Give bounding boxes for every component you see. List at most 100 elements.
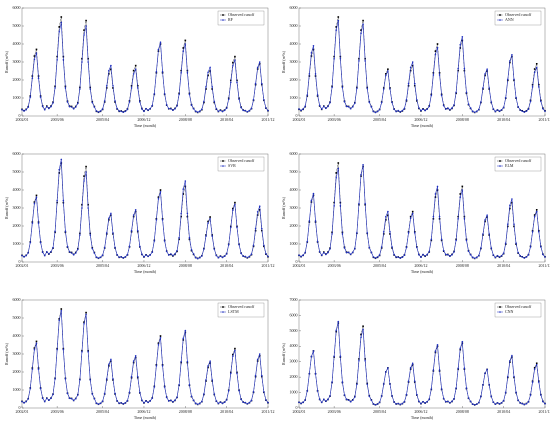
series-line bbox=[21, 310, 269, 405]
point-marker bbox=[341, 381, 344, 383]
point-marker bbox=[260, 82, 263, 85]
series-line bbox=[21, 22, 269, 113]
point-marker bbox=[399, 110, 402, 113]
point-marker bbox=[420, 109, 422, 112]
point-marker bbox=[130, 84, 133, 87]
point-marker bbox=[227, 98, 230, 101]
point-marker bbox=[176, 105, 178, 107]
point-marker bbox=[201, 108, 203, 110]
point-marker bbox=[225, 399, 228, 401]
point-marker bbox=[480, 247, 482, 249]
point-marker bbox=[165, 250, 168, 253]
point-marker bbox=[58, 30, 61, 33]
point-marker bbox=[535, 209, 538, 211]
x-tick-label: 2010/04 bbox=[220, 263, 233, 268]
y-tick-label: 4000 bbox=[13, 333, 21, 338]
point-marker bbox=[364, 359, 366, 362]
point-marker bbox=[35, 52, 38, 54]
point-marker bbox=[430, 238, 433, 241]
point-marker bbox=[527, 254, 530, 256]
point-marker bbox=[469, 107, 472, 109]
point-marker bbox=[256, 66, 259, 69]
point-marker bbox=[70, 397, 73, 400]
point-marker bbox=[475, 403, 478, 405]
point-marker bbox=[41, 397, 44, 400]
point-marker bbox=[182, 193, 185, 195]
point-marker bbox=[341, 86, 344, 89]
point-marker bbox=[60, 16, 63, 18]
point-marker bbox=[60, 158, 63, 161]
point-marker bbox=[496, 109, 499, 111]
point-marker bbox=[407, 232, 410, 234]
point-marker bbox=[337, 162, 340, 164]
point-marker bbox=[465, 91, 468, 94]
y-axis-label: Runoff (m³/s) bbox=[281, 50, 286, 73]
y-tick-label: 5000 bbox=[290, 23, 298, 28]
point-marker bbox=[64, 230, 67, 233]
point-marker bbox=[122, 257, 125, 259]
y-tick-label: 6000 bbox=[290, 312, 298, 317]
point-marker bbox=[434, 50, 437, 52]
point-marker bbox=[105, 378, 108, 380]
point-marker bbox=[108, 69, 110, 72]
point-marker bbox=[186, 360, 189, 363]
point-marker bbox=[475, 110, 478, 113]
point-marker bbox=[329, 395, 331, 397]
point-marker bbox=[496, 401, 499, 404]
point-marker bbox=[83, 34, 85, 36]
point-marker bbox=[29, 387, 32, 390]
y-tick-label: 1000 bbox=[13, 241, 21, 246]
point-marker bbox=[533, 368, 536, 370]
point-marker bbox=[223, 109, 226, 112]
point-marker bbox=[238, 243, 240, 246]
point-marker bbox=[457, 218, 459, 220]
point-marker bbox=[318, 104, 321, 107]
point-marker bbox=[223, 401, 226, 404]
point-marker bbox=[205, 235, 207, 237]
point-marker bbox=[515, 242, 517, 244]
point-marker bbox=[85, 311, 87, 314]
point-marker bbox=[335, 29, 338, 31]
point-marker bbox=[91, 101, 94, 104]
point-marker bbox=[463, 367, 466, 369]
point-marker bbox=[380, 101, 383, 104]
point-marker bbox=[153, 93, 156, 95]
point-marker bbox=[174, 108, 176, 110]
point-marker bbox=[207, 365, 209, 367]
point-marker bbox=[227, 389, 230, 392]
point-marker bbox=[486, 368, 488, 371]
point-marker bbox=[190, 249, 193, 252]
point-marker bbox=[188, 383, 191, 386]
point-marker bbox=[213, 248, 216, 250]
point-marker bbox=[176, 249, 178, 252]
point-marker bbox=[232, 355, 234, 357]
point-marker bbox=[358, 60, 360, 62]
point-marker bbox=[172, 254, 174, 257]
point-marker bbox=[99, 256, 102, 258]
point-marker bbox=[515, 96, 517, 99]
point-marker bbox=[89, 88, 92, 90]
point-marker bbox=[265, 107, 267, 109]
point-marker bbox=[347, 399, 350, 401]
point-marker bbox=[41, 105, 44, 108]
y-tick-label: 0 bbox=[19, 113, 21, 118]
x-tick-label: 2003/06 bbox=[328, 117, 341, 122]
point-marker bbox=[300, 109, 302, 112]
point-marker bbox=[209, 360, 211, 363]
point-marker bbox=[401, 402, 404, 405]
point-marker bbox=[186, 72, 189, 74]
point-marker bbox=[409, 66, 412, 69]
point-marker bbox=[149, 107, 151, 110]
chart-panel: 0 1000 2000 3000 4000 5000 6000 7000 2002/01 2003… bbox=[281, 297, 550, 420]
point-marker bbox=[418, 253, 420, 256]
point-marker bbox=[498, 403, 501, 405]
point-marker bbox=[234, 203, 236, 206]
point-marker bbox=[337, 16, 340, 18]
point-marker bbox=[329, 248, 331, 250]
point-marker bbox=[506, 223, 509, 225]
point-marker bbox=[161, 365, 164, 367]
series-line bbox=[298, 164, 546, 259]
point-marker bbox=[256, 214, 259, 216]
point-marker bbox=[37, 77, 40, 79]
point-marker bbox=[302, 108, 304, 110]
